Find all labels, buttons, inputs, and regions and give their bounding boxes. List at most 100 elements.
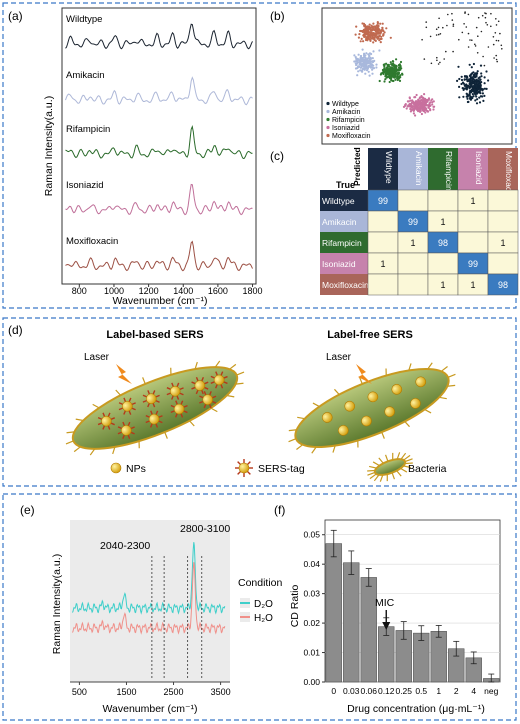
sers-tag-particle	[213, 374, 225, 386]
nanoparticle	[344, 400, 356, 412]
x-tick-label: 2	[454, 686, 459, 696]
panel-e-plot: 500 1500 2500 3500	[70, 542, 231, 697]
scatter-point	[380, 37, 383, 41]
scatter-point	[417, 108, 420, 111]
scatter-point	[483, 87, 486, 90]
scatter-point	[379, 41, 382, 44]
panel-a-xlabel: Wavenumber (cm⁻¹)	[113, 295, 208, 307]
legend-marker	[326, 125, 330, 130]
scatter-point	[396, 75, 399, 78]
matrix-cell	[397, 273, 429, 296]
scatter-point	[392, 79, 395, 83]
scatter-point	[431, 101, 434, 104]
scatter-point	[474, 88, 477, 91]
scatter-point	[409, 110, 412, 113]
scatter-point	[398, 69, 401, 72]
scatter-point	[405, 107, 408, 110]
scatter-point	[471, 82, 474, 85]
legend-entry: H₂O	[254, 613, 273, 624]
flagellum	[332, 445, 336, 453]
legend-marker	[326, 101, 330, 106]
x-tick-label: 0	[331, 686, 336, 696]
scatter-point	[463, 75, 467, 78]
flagellum	[381, 431, 385, 439]
scatter-point	[422, 110, 426, 113]
scatter-point	[377, 36, 380, 39]
scatter-point	[363, 35, 367, 38]
scatter-point	[495, 24, 498, 26]
scatter-point	[381, 22, 384, 25]
flagellum	[297, 416, 305, 420]
scatter-point	[388, 80, 391, 84]
scatter-point	[408, 97, 411, 100]
flagellum	[357, 440, 359, 448]
x-tick-label: 1000	[104, 286, 124, 296]
panel-e-legend: D₂O H₂O	[240, 598, 273, 624]
scatter-point	[361, 30, 364, 33]
flagellum	[396, 452, 401, 460]
legend-entry: Isoniazid	[332, 125, 360, 132]
scatter-point	[361, 22, 364, 25]
scatter-point	[451, 12, 453, 15]
label-based-bacterium	[65, 360, 245, 456]
scatter-point	[465, 92, 468, 95]
scatter-point	[475, 79, 479, 82]
scatter-point	[398, 79, 402, 82]
scatter-point	[479, 92, 482, 95]
matrix-cell	[457, 231, 489, 254]
scatter-point	[467, 13, 470, 16]
scatter-point	[439, 33, 442, 35]
scatter-point	[474, 45, 477, 47]
scatter-point	[411, 99, 414, 102]
x-tick-label: 1	[436, 686, 441, 696]
scatter-point	[375, 66, 378, 69]
flagellum	[384, 454, 389, 462]
flagellum	[189, 420, 195, 427]
laser-bolt-left	[116, 364, 132, 384]
scatter-point	[370, 32, 373, 35]
x-tick-label: 0.03	[343, 686, 360, 696]
spectrum-line	[65, 125, 253, 160]
spectrum-label: Wildtype	[66, 14, 102, 25]
scatter-point	[380, 35, 383, 38]
scatter-point	[447, 13, 449, 16]
scatter-point	[419, 101, 422, 104]
scatter-point	[356, 57, 359, 60]
y-tick-label: 0.05	[303, 530, 320, 540]
scatter-point	[404, 103, 407, 106]
scatter-point	[477, 35, 479, 37]
sers-tag-particle	[202, 394, 214, 405]
scatter-point	[394, 72, 397, 75]
scatter-point	[472, 62, 475, 66]
matrix-cell-value: 1	[440, 217, 445, 227]
scatter-point	[386, 75, 389, 78]
scatter-point	[467, 84, 470, 87]
scatter-point	[465, 95, 468, 98]
scatter-point	[465, 85, 468, 88]
sers-tag-particle	[173, 403, 185, 415]
scatter-point	[481, 92, 484, 95]
matrix-cell-diagonal	[487, 273, 519, 296]
scatter-point	[390, 76, 393, 79]
spectrum-label: Rifampicin	[66, 124, 110, 135]
scatter-point	[389, 68, 392, 72]
scatter-point	[425, 26, 428, 29]
scatter-point	[389, 61, 392, 64]
scatter-point	[425, 104, 428, 107]
scatter-point	[415, 106, 418, 110]
x-tick-label: 500	[72, 687, 87, 697]
scatter-point	[495, 58, 498, 61]
mic-arrow-head	[382, 622, 391, 630]
scatter-point	[392, 74, 395, 77]
raman-trace	[71, 542, 226, 615]
matrix-cell	[397, 252, 429, 275]
x-tick-label: 1500	[116, 687, 136, 697]
flagellum	[400, 452, 407, 460]
scatter-point	[363, 30, 366, 33]
scatter-point	[462, 95, 465, 98]
scatter-point	[419, 106, 423, 110]
scatter-point	[474, 72, 477, 75]
scatter-point	[446, 24, 448, 27]
scatter-point	[480, 81, 483, 84]
